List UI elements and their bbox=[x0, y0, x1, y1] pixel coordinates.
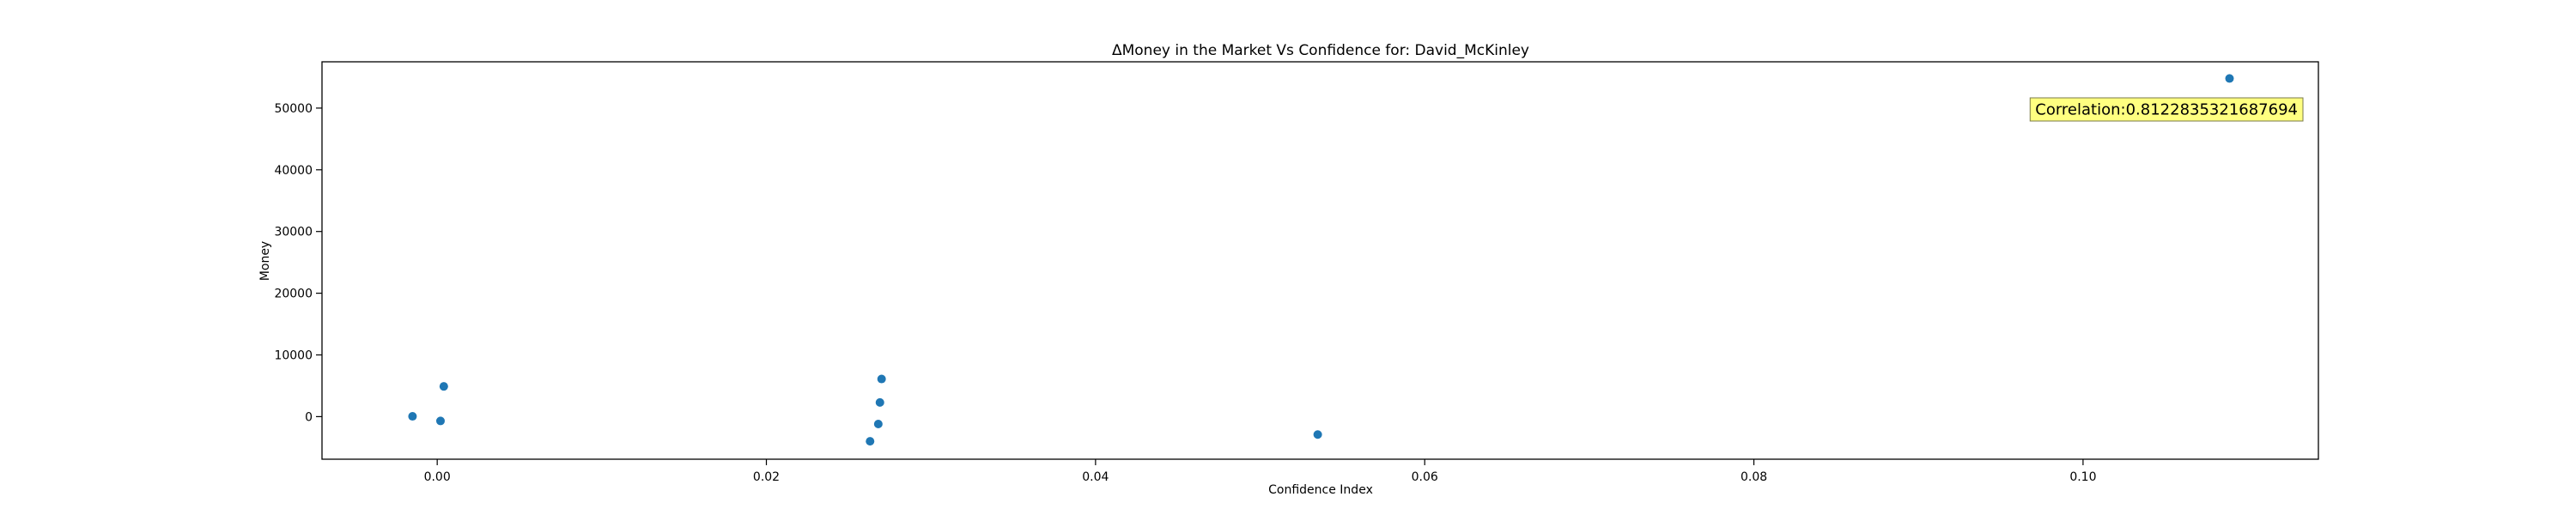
y-tick-label: 0 bbox=[305, 410, 313, 424]
x-axis: 0.00 0.02 0.04 0.06 0.08 0.10 bbox=[424, 459, 2096, 484]
data-point bbox=[877, 374, 886, 384]
x-tick-label: 0.00 bbox=[424, 470, 451, 484]
x-tick-label: 0.04 bbox=[1082, 470, 1109, 484]
data-point bbox=[866, 437, 875, 446]
correlation-annotation-box bbox=[2029, 97, 2304, 122]
y-axis-label: Money bbox=[258, 241, 272, 281]
correlation-annotation: Correlation:0.8122835321687694 bbox=[2029, 97, 2304, 122]
y-axis: 0 10000 20000 30000 40000 50000 bbox=[274, 102, 322, 424]
x-tick-label: 0.08 bbox=[1741, 470, 1767, 484]
y-tick-label: 50000 bbox=[274, 102, 313, 116]
data-point bbox=[408, 412, 417, 421]
x-tick-label: 0.10 bbox=[2069, 470, 2096, 484]
y-tick-label: 10000 bbox=[274, 348, 313, 362]
data-point bbox=[1313, 430, 1322, 439]
data-point bbox=[439, 382, 448, 391]
correlation-annotation-text: Correlation:0.8122835321687694 bbox=[2035, 101, 2298, 119]
data-point bbox=[875, 397, 884, 407]
plot-area-frame bbox=[321, 61, 2319, 460]
y-tick-label: 20000 bbox=[274, 288, 313, 301]
data-point bbox=[2225, 74, 2234, 83]
y-tick-label: 30000 bbox=[274, 226, 313, 239]
y-tick-label: 40000 bbox=[274, 164, 313, 178]
data-points bbox=[408, 74, 2234, 446]
chart-title: ΔMoney in the Market Vs Confidence for: … bbox=[1112, 42, 1529, 59]
data-point bbox=[873, 420, 883, 429]
x-tick-label: 0.06 bbox=[1412, 470, 1438, 484]
x-axis-label: Confidence Index bbox=[1268, 483, 1373, 497]
x-tick-label: 0.02 bbox=[753, 470, 780, 484]
data-point bbox=[436, 416, 446, 426]
